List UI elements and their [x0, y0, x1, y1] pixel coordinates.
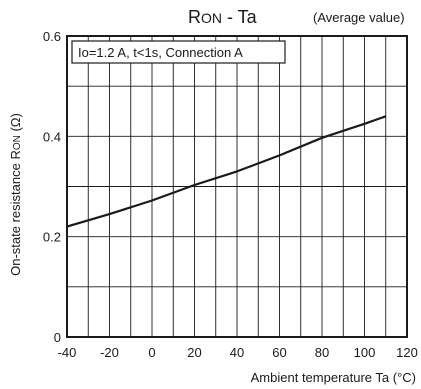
y-tick-label: 0.4 [43, 129, 61, 144]
title-rest: - Ta [222, 7, 258, 27]
series-line [66, 115, 387, 228]
x-tick-label: 60 [272, 345, 286, 360]
y-tick-label: 0.6 [43, 29, 61, 44]
axis-tick-labels: -40 -20 0 20 40 60 80 100 120 0 0.2 0.4 0.6 [43, 29, 418, 360]
x-tick-label: 20 [187, 345, 201, 360]
x-tick-label: -20 [100, 345, 119, 360]
x-tick-label: 100 [354, 345, 376, 360]
annotation-text: Io=1.2 A, t<1s, Connection A [78, 45, 243, 60]
y-tick-label: 0 [54, 330, 61, 345]
y-axis-label: On-state resistance RON (Ω) [8, 113, 23, 276]
chart-subtitle: (Average value) [313, 10, 405, 25]
x-tick-label: 80 [315, 345, 329, 360]
title-main: R [188, 7, 201, 27]
x-tick-label: -40 [58, 345, 77, 360]
y-axis-label-pre: On-state resistance R [8, 150, 23, 276]
plot-frame [66, 35, 408, 338]
x-tick-label: 0 [148, 345, 155, 360]
grid [67, 36, 407, 337]
y-axis-label-post: (Ω) [8, 113, 23, 135]
annotation-box [71, 40, 286, 64]
x-tick-label: 120 [396, 345, 418, 360]
chart-title: RON - Ta [188, 7, 258, 27]
x-tick-label: 40 [230, 345, 244, 360]
x-axis-label: Ambient temperature Ta (°C) [251, 370, 416, 385]
y-tick-label: 0.2 [43, 230, 61, 245]
y-axis-label-sub: ON [12, 135, 23, 150]
title-sub: ON [201, 10, 222, 26]
series-layer [66, 115, 387, 228]
